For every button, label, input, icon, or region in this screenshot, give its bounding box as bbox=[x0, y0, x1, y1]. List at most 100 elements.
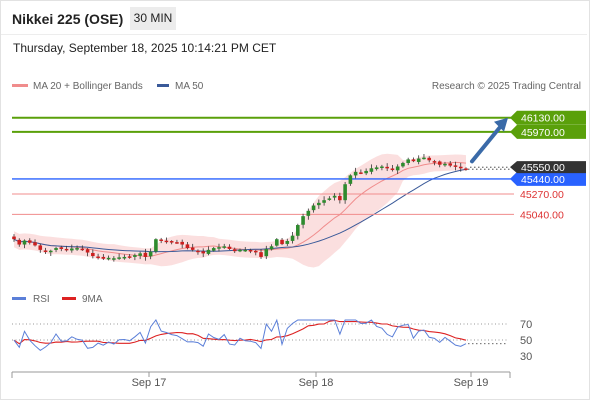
candle-body bbox=[211, 248, 216, 251]
current-price-badge bbox=[510, 161, 586, 174]
candle-body bbox=[353, 171, 358, 176]
time-axis-label: Sep 17 bbox=[132, 377, 167, 389]
legend-swatch-ma50 bbox=[157, 84, 169, 87]
candle-body bbox=[217, 247, 221, 249]
candle-body bbox=[12, 236, 16, 240]
price-labels: 46130.00 45970.00 45440.00 45270.00 45040.00… bbox=[510, 110, 586, 221]
candle-body bbox=[401, 162, 405, 167]
candle-body bbox=[390, 168, 395, 171]
level-badge-pivot bbox=[510, 171, 586, 186]
candle-body bbox=[85, 249, 90, 253]
candle-body bbox=[290, 235, 295, 241]
candle-body bbox=[143, 252, 148, 257]
candle-body bbox=[38, 245, 43, 250]
level-badge-resistance bbox=[510, 124, 586, 139]
candle-body bbox=[27, 240, 32, 243]
rsi-panel: 70 50 30 bbox=[12, 318, 532, 363]
level-label-support: 45270.00 bbox=[520, 189, 564, 201]
legend-swatch-bollinger bbox=[12, 84, 28, 87]
candle-body bbox=[411, 159, 416, 162]
candle-body bbox=[22, 240, 27, 245]
candle-body bbox=[154, 239, 158, 252]
candle-body bbox=[48, 250, 53, 253]
candle-body bbox=[285, 240, 290, 244]
candle-body bbox=[201, 251, 206, 254]
candle-body bbox=[453, 165, 458, 167]
candle-body bbox=[117, 257, 121, 259]
candle-body bbox=[243, 249, 248, 252]
candle-body bbox=[70, 248, 74, 251]
candle-body bbox=[416, 158, 421, 162]
candle-body bbox=[164, 240, 169, 243]
candle-body bbox=[359, 172, 363, 174]
legend-label-9ma: 9MA bbox=[82, 294, 103, 305]
chart-datetime: Thursday, September 18, 2025 10:14:21 PM… bbox=[13, 41, 277, 55]
candle-body bbox=[264, 248, 269, 257]
level-label-resistance: 45970.00 bbox=[521, 127, 565, 139]
candle-body bbox=[306, 210, 311, 216]
candle-body bbox=[75, 248, 79, 250]
candle-body bbox=[101, 256, 106, 259]
candle-body bbox=[327, 198, 332, 200]
candle-body bbox=[91, 252, 95, 257]
candle-body bbox=[422, 157, 426, 160]
candle-body bbox=[127, 256, 132, 258]
candle-body bbox=[122, 256, 127, 259]
candle-body bbox=[395, 166, 400, 171]
header-divider bbox=[1, 34, 587, 35]
candle-body bbox=[33, 242, 37, 246]
level-label-resistance: 46130.00 bbox=[521, 113, 565, 125]
legend-label-rsi: RSI bbox=[33, 294, 50, 305]
rsi-tick-label: 30 bbox=[520, 351, 532, 363]
candle-body bbox=[196, 250, 200, 253]
candle-body bbox=[80, 248, 85, 251]
candle-body bbox=[348, 175, 353, 184]
candle-body bbox=[406, 159, 410, 163]
candle-body bbox=[343, 184, 347, 201]
legend-label-bollinger: MA 20 + Bollinger Bands bbox=[33, 81, 143, 92]
rsi-tick-label: 70 bbox=[520, 319, 532, 331]
candle-body bbox=[374, 167, 379, 170]
candle-body bbox=[338, 195, 342, 201]
current-price-label: 45550.00 bbox=[521, 162, 565, 174]
candle-body bbox=[206, 249, 211, 254]
candle-body bbox=[248, 250, 253, 252]
target-arrow-shaft bbox=[470, 122, 504, 164]
rsi-9ma-line bbox=[13, 319, 467, 345]
timeframe-button[interactable]: 30 MIN bbox=[130, 7, 176, 30]
candle-body bbox=[43, 250, 48, 252]
candle-body bbox=[364, 170, 368, 174]
candlesticks bbox=[12, 117, 508, 262]
chart-credit: Research © 2025 Trading Central bbox=[432, 81, 581, 92]
candle-body bbox=[274, 239, 279, 246]
candle-body bbox=[133, 255, 137, 257]
candle-body bbox=[301, 216, 305, 225]
candle-body bbox=[64, 248, 69, 251]
candle-body bbox=[185, 244, 190, 249]
instrument-title: Nikkei 225 (OSE) bbox=[12, 11, 124, 27]
candle-body bbox=[259, 252, 263, 257]
candle-body bbox=[296, 225, 300, 236]
candle-body bbox=[448, 163, 453, 166]
candle-body bbox=[311, 205, 316, 211]
level-label-pivot: 45440.00 bbox=[521, 174, 565, 186]
candle-body bbox=[190, 247, 195, 250]
candle-body bbox=[54, 248, 58, 250]
candle-body bbox=[169, 241, 174, 243]
legend-swatch-rsi bbox=[12, 297, 26, 300]
candle-body bbox=[385, 166, 389, 169]
candle-body bbox=[180, 241, 184, 245]
legend-label-ma50: MA 50 bbox=[175, 81, 204, 92]
candle-body bbox=[332, 195, 337, 198]
candle-body bbox=[112, 258, 116, 260]
candle-body bbox=[322, 200, 326, 203]
target-arrow-head bbox=[494, 117, 508, 132]
rsi-line bbox=[13, 318, 467, 352]
rsi-tick-label: 50 bbox=[520, 335, 532, 347]
legend-swatch-9ma bbox=[62, 297, 76, 300]
candle-body bbox=[458, 166, 463, 169]
candle-body bbox=[464, 168, 468, 170]
time-axis-label: Sep 19 bbox=[454, 377, 489, 389]
candle-body bbox=[222, 246, 227, 248]
